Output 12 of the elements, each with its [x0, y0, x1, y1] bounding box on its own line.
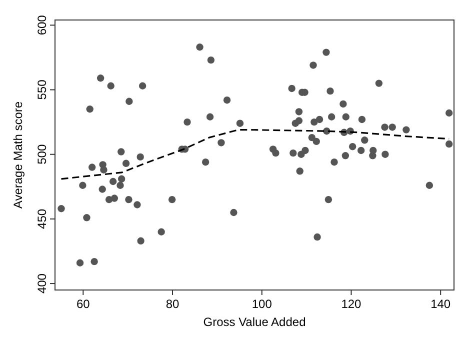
x-tick-label: 120 — [341, 297, 362, 311]
x-axis-title: Gross Value Added — [203, 315, 306, 329]
y-tick-label: 600 — [35, 14, 49, 36]
y-axis-title: Average Math score — [11, 101, 25, 209]
x-tick-label: 80 — [166, 297, 180, 311]
y-tick-label: 500 — [35, 144, 49, 164]
y-tick-label: 450 — [35, 208, 49, 229]
y-tick-label: 400 — [35, 273, 49, 294]
x-tick-label: 140 — [430, 297, 451, 311]
x-tick-label: 100 — [252, 297, 272, 311]
x-tick-label: 60 — [76, 297, 90, 311]
y-tick-label: 550 — [35, 79, 49, 100]
